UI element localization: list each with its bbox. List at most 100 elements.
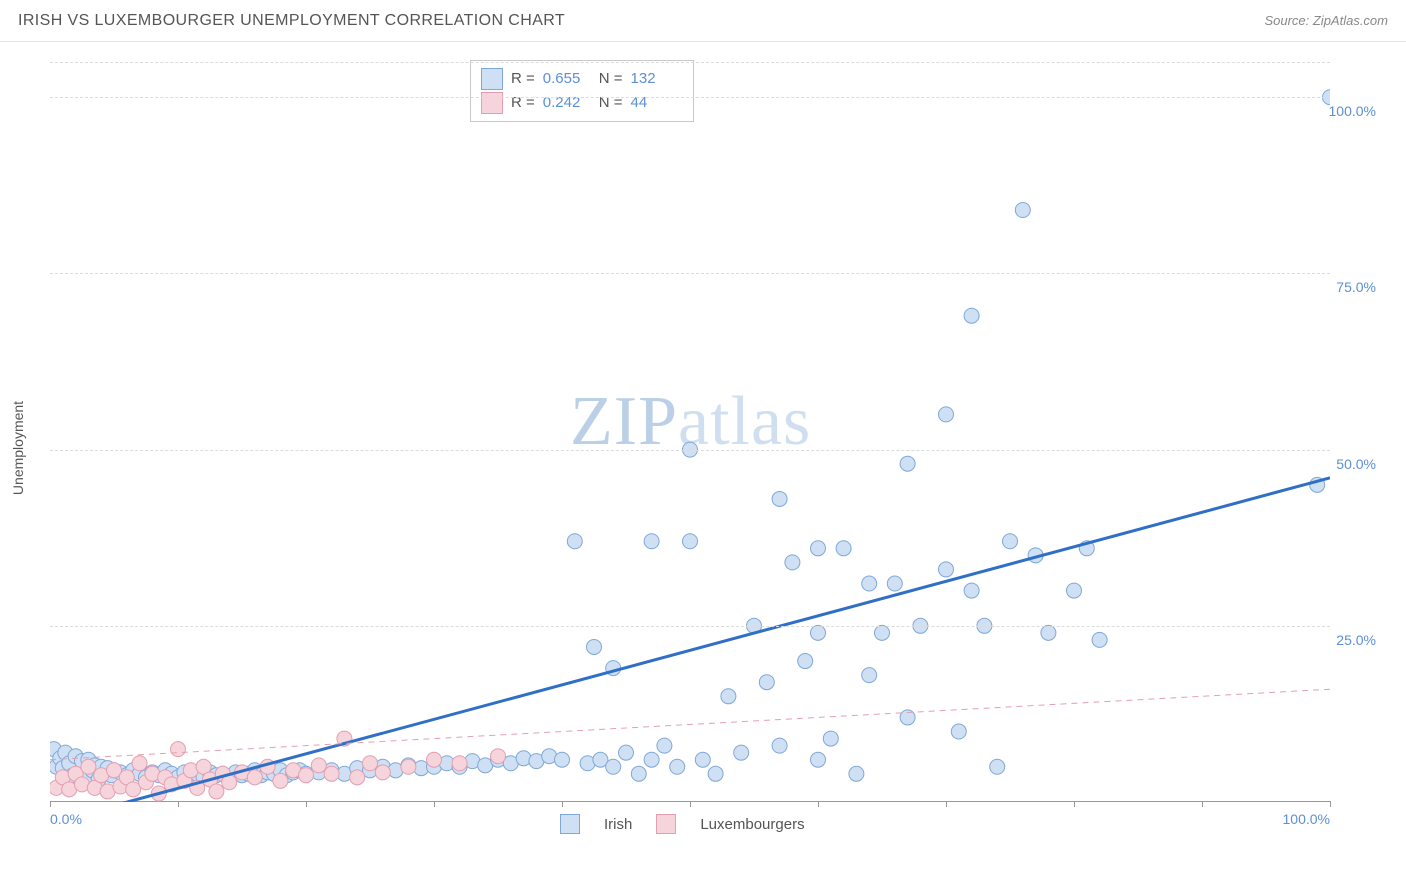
data-point-irish: [875, 625, 890, 640]
swatch-irish-bottom: [560, 814, 580, 834]
data-point-irish: [811, 752, 826, 767]
data-point-luxembourgers: [401, 759, 416, 774]
data-point-luxembourgers: [350, 770, 365, 785]
data-point-irish: [964, 308, 979, 323]
x-tick: [818, 801, 819, 807]
plot-area: Unemployment ZIPatlas R = 0.655 N = 132: [50, 62, 1376, 834]
x-tick: [946, 801, 947, 807]
series-legend: Irish Luxembourgers: [560, 814, 805, 834]
trend-line-luxembourgers: [50, 689, 1330, 759]
data-point-irish: [811, 541, 826, 556]
title-bar: IRISH VS LUXEMBOURGER UNEMPLOYMENT CORRE…: [0, 0, 1406, 42]
n-label: N =: [599, 67, 623, 91]
gridline: [50, 450, 1330, 451]
data-point-irish: [657, 738, 672, 753]
data-point-irish: [964, 583, 979, 598]
data-point-luxembourgers: [324, 766, 339, 781]
data-point-irish: [939, 562, 954, 577]
data-point-irish: [823, 731, 838, 746]
series-label-irish: Irish: [604, 816, 632, 833]
y-tick-label: 75.0%: [1336, 279, 1376, 295]
x-tick: [562, 801, 563, 807]
data-point-irish: [587, 639, 602, 654]
correlation-legend: R = 0.655 N = 132 R = 0.242 N = 44: [470, 60, 694, 122]
y-tick-label: 100.0%: [1329, 103, 1376, 119]
gridline: [50, 97, 1330, 98]
data-point-irish: [644, 752, 659, 767]
x-tick-label: 100.0%: [1283, 811, 1330, 827]
data-point-irish: [951, 724, 966, 739]
data-point-irish: [785, 555, 800, 570]
data-point-irish: [862, 668, 877, 683]
source-label: Source: ZipAtlas.com: [1264, 13, 1388, 28]
data-point-irish: [683, 534, 698, 549]
data-point-luxembourgers: [299, 768, 314, 783]
data-point-irish: [990, 759, 1005, 774]
data-point-irish: [1041, 625, 1056, 640]
series-label-lux: Luxembourgers: [700, 816, 804, 833]
swatch-irish: [481, 68, 503, 90]
data-point-irish: [772, 738, 787, 753]
n-value-irish: 132: [631, 67, 679, 91]
x-tick-label: 0.0%: [50, 811, 82, 827]
y-tick-label: 50.0%: [1336, 456, 1376, 472]
r-label: R =: [511, 67, 535, 91]
data-point-luxembourgers: [81, 759, 96, 774]
x-tick: [1202, 801, 1203, 807]
y-tick-label: 25.0%: [1336, 632, 1376, 648]
x-tick: [306, 801, 307, 807]
r-value-irish: 0.655: [543, 67, 591, 91]
data-point-irish: [836, 541, 851, 556]
data-point-luxembourgers: [273, 773, 288, 788]
data-point-irish: [555, 752, 570, 767]
x-tick: [434, 801, 435, 807]
data-point-luxembourgers: [452, 756, 467, 771]
scatter-svg: [50, 62, 1330, 802]
data-point-irish: [939, 407, 954, 422]
trend-line-irish: [101, 478, 1330, 802]
data-point-irish: [734, 745, 749, 760]
r-value-lux: 0.242: [543, 91, 591, 115]
data-point-irish: [606, 759, 621, 774]
data-point-luxembourgers: [427, 752, 442, 767]
x-tick: [50, 801, 51, 807]
x-tick: [1330, 801, 1331, 807]
r-label: R =: [511, 91, 535, 115]
legend-row-lux: R = 0.242 N = 44: [481, 91, 679, 115]
gridline: [50, 626, 1330, 627]
data-point-irish: [695, 752, 710, 767]
swatch-lux-bottom: [656, 814, 676, 834]
n-value-lux: 44: [631, 91, 679, 115]
x-tick: [178, 801, 179, 807]
data-point-irish: [1003, 534, 1018, 549]
source-prefix: Source:: [1264, 13, 1312, 28]
data-point-irish: [849, 766, 864, 781]
data-point-irish: [644, 534, 659, 549]
x-tick: [1074, 801, 1075, 807]
data-point-irish: [862, 576, 877, 591]
data-point-irish: [670, 759, 685, 774]
data-point-luxembourgers: [132, 756, 147, 771]
data-point-irish: [721, 689, 736, 704]
swatch-lux: [481, 92, 503, 114]
source-value: ZipAtlas.com: [1313, 13, 1388, 28]
chart-title: IRISH VS LUXEMBOURGER UNEMPLOYMENT CORRE…: [18, 12, 565, 30]
x-tick: [690, 801, 691, 807]
y-axis-title: Unemployment: [10, 401, 26, 495]
data-point-irish: [811, 625, 826, 640]
data-point-irish: [1015, 203, 1030, 218]
data-point-luxembourgers: [311, 758, 326, 773]
data-point-irish: [708, 766, 723, 781]
data-point-irish: [567, 534, 582, 549]
gridline: [50, 273, 1330, 274]
data-point-irish: [619, 745, 634, 760]
data-point-luxembourgers: [247, 770, 262, 785]
data-point-luxembourgers: [363, 756, 378, 771]
plot-inner: ZIPatlas R = 0.655 N = 132 R = 0.242: [50, 62, 1330, 802]
chart-container: IRISH VS LUXEMBOURGER UNEMPLOYMENT CORRE…: [0, 0, 1406, 892]
n-label: N =: [599, 91, 623, 115]
gridline: [50, 62, 1330, 63]
legend-row-irish: R = 0.655 N = 132: [481, 67, 679, 91]
data-point-luxembourgers: [209, 784, 224, 799]
data-point-irish: [1067, 583, 1082, 598]
